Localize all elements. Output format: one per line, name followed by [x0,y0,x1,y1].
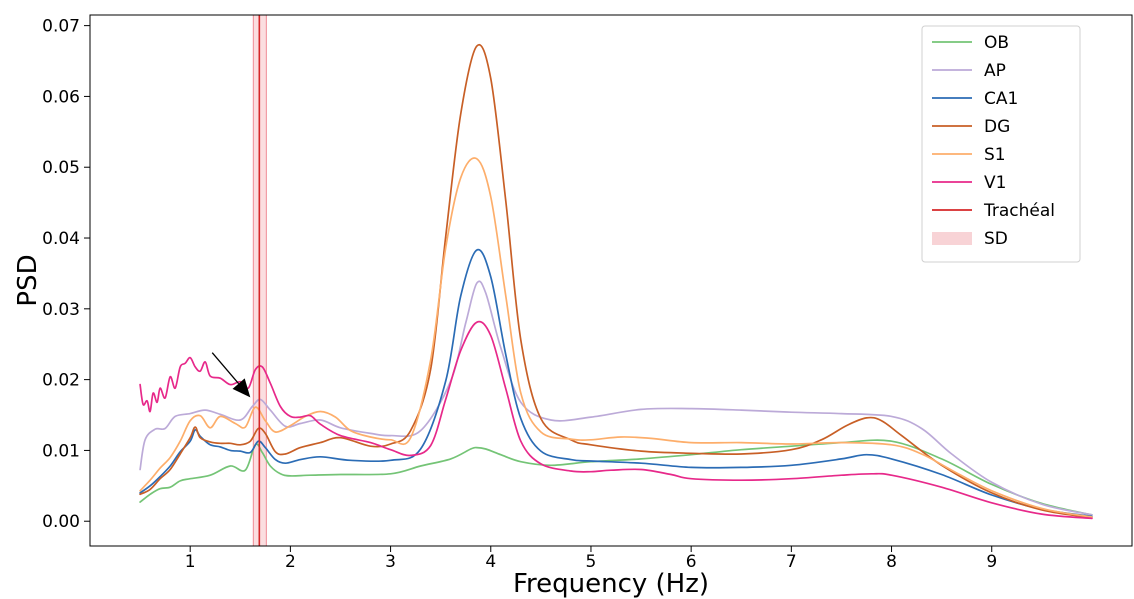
legend-label: OB [984,33,1009,53]
legend-label: V1 [984,173,1006,193]
y-axis-ticks: 0.00 0.01 0.02 0.03 0.04 0.05 0.06 0.07 [42,17,90,532]
x-tick-label: 8 [886,552,897,572]
x-tick-label: 3 [385,552,396,572]
x-tick-label: 5 [586,552,597,572]
legend-label: DG [984,117,1010,137]
legend: OB AP CA1 DG S1 V1 Trachéal SD [921,25,1081,263]
series-line-v1 [139,320,1093,520]
series-line-s1 [139,157,1093,518]
x-tick-label: 1 [185,552,196,572]
legend-swatch-patch [932,232,972,245]
x-tick-label: 9 [986,552,997,572]
x-tick-label: 4 [485,552,496,572]
annotation-arrow-shaft [211,352,240,385]
y-tick-label: 0.00 [42,512,80,532]
y-tick-label: 0.03 [42,300,80,320]
y-tick-label: 0.05 [42,158,80,178]
annotation-arrow-head [232,378,251,398]
legend-label: Trachéal [983,201,1055,221]
x-tick-label: 7 [786,552,797,572]
legend-label: S1 [984,145,1006,165]
y-tick-label: 0.01 [42,441,80,461]
x-axis-label: Frequency (Hz) [513,569,709,599]
y-axis-label: PSD [13,254,43,306]
y-tick-label: 0.06 [42,87,80,107]
series-layer [139,43,1093,520]
series-line-ob [139,439,1093,516]
y-tick-label: 0.04 [42,229,80,249]
plot-frame [89,14,1133,547]
legend-label: CA1 [984,89,1018,109]
x-tick-label: 6 [686,552,697,572]
legend-label: AP [984,61,1006,81]
x-axis-ticks: 1 2 3 4 5 6 7 8 9 [185,546,997,572]
legend-label: SD [984,229,1008,249]
annotation-layer [211,352,251,398]
y-tick-label: 0.02 [42,371,80,391]
series-line-ap [139,280,1093,516]
legend-box [921,25,1081,263]
y-tick-label: 0.07 [42,17,80,37]
x-tick-label: 2 [285,552,296,572]
series-line-dg [139,43,1093,519]
